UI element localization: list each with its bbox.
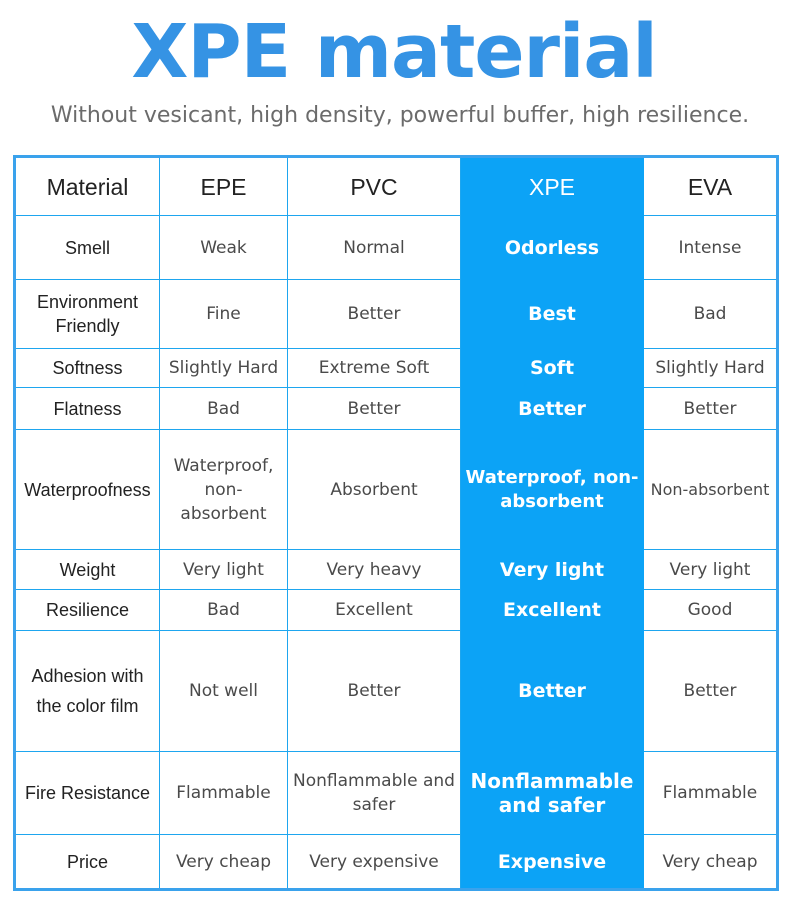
header-epe: EPE <box>159 156 288 216</box>
cell-eva: Non-absorbent <box>643 429 778 550</box>
table-row: Fire Resistance Flammable Nonflammable a… <box>14 751 778 835</box>
cell-xpe: Very light <box>460 549 644 590</box>
table-row: Adhesion with the color film Not well Be… <box>14 630 778 752</box>
cell-xpe: Soft <box>460 348 644 388</box>
row-label-waterproofness: Waterproofness <box>14 429 160 550</box>
cell-xpe: Waterproof, non-absorbent <box>460 429 644 550</box>
cell-epe: Bad <box>159 387 288 430</box>
cell-pvc: Very heavy <box>287 549 461 590</box>
row-label-flatness: Flatness <box>14 387 160 430</box>
cell-epe: Fine <box>159 279 288 349</box>
row-label-resilience: Resilience <box>14 589 160 631</box>
cell-pvc: Nonflammable and safer <box>287 751 461 835</box>
row-label-adhesion: Adhesion with the color film <box>14 630 160 752</box>
cell-pvc: Extreme Soft <box>287 348 461 388</box>
cell-pvc: Better <box>287 387 461 430</box>
cell-epe: Flammable <box>159 751 288 835</box>
cell-xpe: Better <box>460 387 644 430</box>
cell-pvc: Absorbent <box>287 429 461 550</box>
table-row: Smell Weak Normal Odorless Intense <box>14 215 778 280</box>
table-row: Waterproofness Waterproof, non-absorbent… <box>14 429 778 550</box>
row-label-smell: Smell <box>14 215 160 280</box>
comparison-table-container: Material EPE PVC XPE EVA Smell Weak Norm… <box>13 155 779 891</box>
cell-epe: Weak <box>159 215 288 280</box>
table-row: Softness Slightly Hard Extreme Soft Soft… <box>14 348 778 388</box>
cell-eva: Good <box>643 589 778 631</box>
row-label-environment-friendly: Environment Friendly <box>14 279 160 349</box>
cell-pvc: Excellent <box>287 589 461 631</box>
cell-epe: Slightly Hard <box>159 348 288 388</box>
table-row: Weight Very light Very heavy Very light … <box>14 549 778 590</box>
cell-eva: Very light <box>643 549 778 590</box>
cell-eva: Slightly Hard <box>643 348 778 388</box>
cell-epe: Waterproof, non-absorbent <box>159 429 288 550</box>
header-xpe: XPE <box>460 156 644 216</box>
cell-xpe: Excellent <box>460 589 644 631</box>
table-row: Environment Friendly Fine Better Best Ba… <box>14 279 778 349</box>
cell-eva: Better <box>643 630 778 752</box>
header-eva: EVA <box>643 156 778 216</box>
cell-xpe: Nonflammable and safer <box>460 751 644 835</box>
table-row: Resilience Bad Excellent Excellent Good <box>14 589 778 631</box>
row-label-softness: Softness <box>14 348 160 388</box>
row-label-fire-resistance: Fire Resistance <box>14 751 160 835</box>
page-subtitle: Without vesicant, high density, powerful… <box>50 103 750 128</box>
cell-pvc: Very expensive <box>287 834 461 890</box>
cell-eva: Better <box>643 387 778 430</box>
cell-epe: Bad <box>159 589 288 631</box>
cell-epe: Very cheap <box>159 834 288 890</box>
table-row: Price Very cheap Very expensive Expensiv… <box>14 834 778 890</box>
cell-epe: Very light <box>159 549 288 590</box>
comparison-table: Material EPE PVC XPE EVA Smell Weak Norm… <box>13 155 779 891</box>
cell-xpe: Odorless <box>460 215 644 280</box>
cell-eva: Bad <box>643 279 778 349</box>
cell-xpe: Expensive <box>460 834 644 890</box>
cell-epe: Not well <box>159 630 288 752</box>
table-row: Flatness Bad Better Better Better <box>14 387 778 430</box>
cell-xpe: Best <box>460 279 644 349</box>
cell-eva: Very cheap <box>643 834 778 890</box>
header-pvc: PVC <box>287 156 461 216</box>
cell-pvc: Normal <box>287 215 461 280</box>
row-label-price: Price <box>14 834 160 890</box>
cell-eva: Intense <box>643 215 778 280</box>
page-title: XPE material <box>131 9 657 95</box>
cell-xpe: Better <box>460 630 644 752</box>
header-material: Material <box>14 156 160 216</box>
cell-pvc: Better <box>287 279 461 349</box>
cell-pvc: Better <box>287 630 461 752</box>
table-header-row: Material EPE PVC XPE EVA <box>14 156 778 216</box>
cell-eva: Flammable <box>643 751 778 835</box>
row-label-weight: Weight <box>14 549 160 590</box>
